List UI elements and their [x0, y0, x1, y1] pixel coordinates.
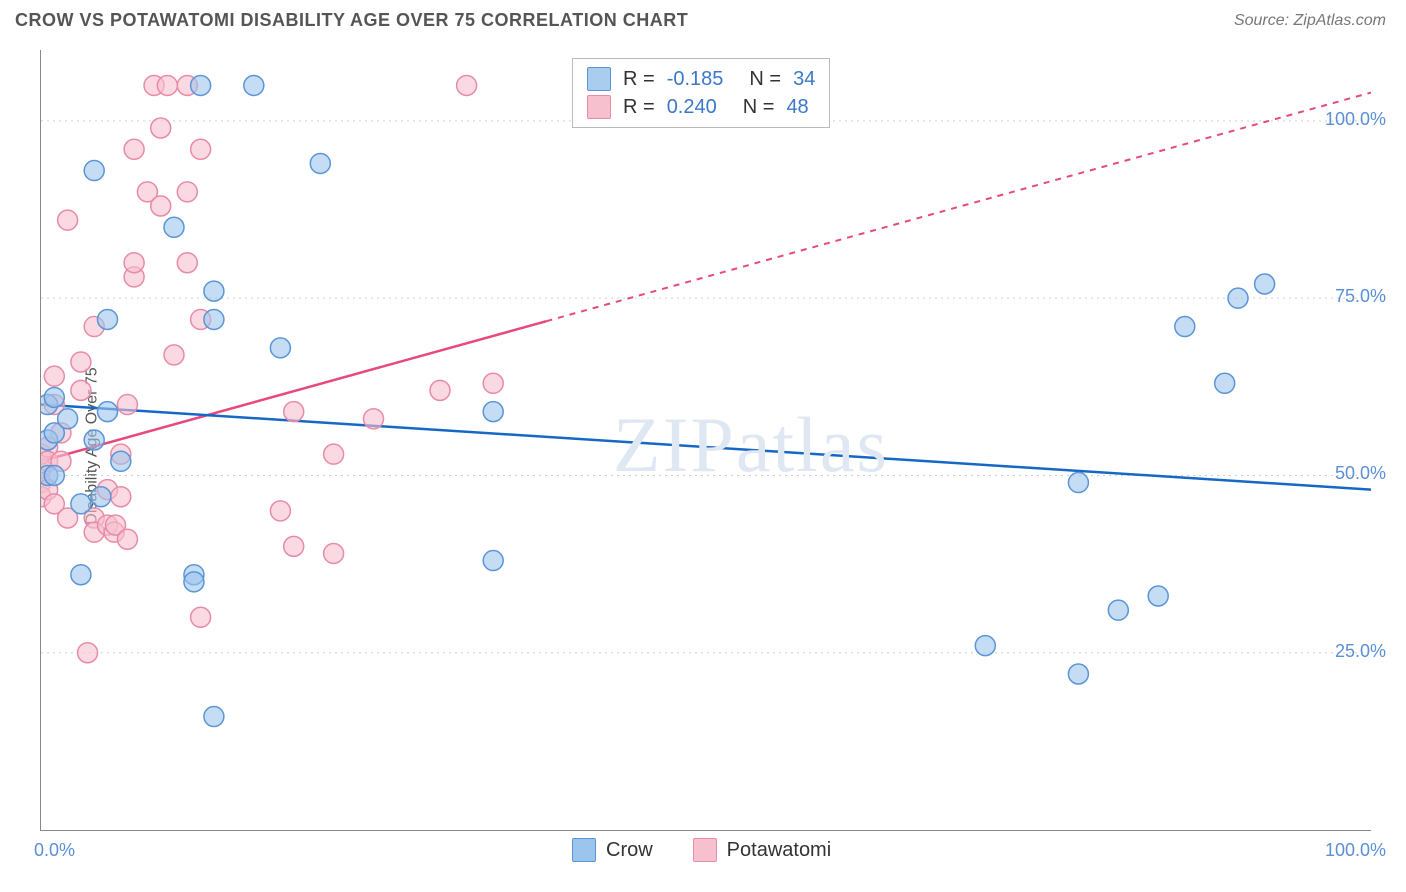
legend-series: Crow Potawatomi	[572, 838, 831, 862]
source-prefix: Source:	[1234, 12, 1294, 29]
legend-stats: R = -0.185N = 34R = 0.240N = 48	[572, 58, 830, 128]
x-tick-right: 100.0%	[1325, 840, 1386, 861]
legend-label-potawatomi: Potawatomi	[727, 839, 832, 862]
swatch-potawatomi	[693, 838, 717, 862]
y-tick-label: 25.0%	[1335, 641, 1386, 662]
legend-stat-row: R = -0.185N = 34	[587, 65, 815, 93]
x-tick-left: 0.0%	[34, 840, 75, 861]
legend-label-crow: Crow	[606, 839, 653, 862]
chart-title: CROW VS POTAWATOMI DISABILITY AGE OVER 7…	[15, 10, 688, 31]
scatter-svg	[41, 50, 1371, 830]
plot-area: ZIPatlas	[40, 50, 1371, 831]
swatch-crow	[572, 838, 596, 862]
y-tick-label: 100.0%	[1325, 109, 1386, 130]
source-name: ZipAtlas.com	[1294, 12, 1386, 29]
legend-stat-row: R = 0.240N = 48	[587, 93, 815, 121]
y-tick-label: 50.0%	[1335, 463, 1386, 484]
legend-item-crow: Crow	[572, 838, 653, 862]
y-tick-label: 75.0%	[1335, 286, 1386, 307]
legend-item-potawatomi: Potawatomi	[693, 838, 832, 862]
source-credit: Source: ZipAtlas.com	[1234, 12, 1386, 30]
